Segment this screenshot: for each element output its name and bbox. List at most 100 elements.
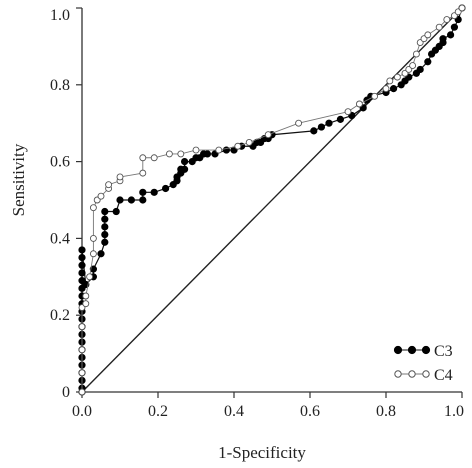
data-point-c3 — [390, 85, 398, 93]
data-point-c4 — [344, 108, 352, 116]
data-point-c4 — [89, 204, 97, 212]
data-point-c3 — [203, 150, 211, 158]
data-point-c3 — [112, 207, 120, 216]
data-point-c3 — [78, 246, 86, 254]
data-point-c4 — [89, 250, 97, 258]
data-point-c4 — [139, 169, 147, 177]
data-point-c3 — [116, 196, 124, 204]
data-point-c4 — [264, 131, 272, 139]
data-point-c3 — [181, 158, 189, 166]
data-point-c4 — [139, 154, 147, 162]
data-point-c3 — [150, 188, 158, 196]
data-point-c3 — [101, 207, 109, 216]
x-tick-label: 0.2 — [148, 403, 168, 420]
data-point-c4 — [192, 146, 200, 154]
x-tick-label: 0.8 — [376, 403, 396, 420]
x-axis-title: 1-Specificity — [218, 443, 306, 462]
data-point-c4 — [150, 154, 158, 162]
data-point-c3 — [439, 35, 447, 43]
legend-item-c3: C3 — [393, 343, 453, 360]
data-point-c4 — [435, 23, 443, 31]
y-tick-label: 0.2 — [50, 307, 70, 324]
y-tick-label: 0.4 — [50, 230, 70, 247]
data-point-c3 — [416, 65, 424, 74]
legend-item-c4: C4 — [394, 367, 453, 384]
x-tick-label: 0.0 — [72, 403, 92, 420]
legend-label-c3: C3 — [434, 343, 453, 360]
data-point-c3 — [336, 115, 345, 123]
data-point-c4 — [97, 192, 105, 200]
legend-marker-c4 — [408, 370, 416, 378]
data-point-c4 — [105, 181, 113, 189]
legend-marker-c3 — [393, 345, 403, 355]
data-point-c4 — [386, 77, 394, 85]
data-point-c4 — [393, 73, 401, 81]
data-point-c4 — [409, 62, 417, 70]
y-tick-label: 0.6 — [50, 154, 70, 171]
data-point-c3 — [101, 238, 109, 246]
y-tick-label: 1.0 — [50, 7, 70, 24]
data-point-c4 — [234, 142, 242, 150]
data-point-c3 — [101, 215, 109, 223]
data-point-c3 — [139, 196, 147, 204]
data-point-c4 — [78, 323, 86, 331]
data-point-c3 — [89, 265, 97, 273]
data-point-c3 — [127, 196, 135, 204]
reference-diagonal-line — [81, 7, 463, 393]
data-point-c3 — [325, 119, 333, 127]
data-point-c4 — [82, 300, 90, 308]
x-tick-label: 0.6 — [300, 403, 320, 420]
series-line-c4 — [81, 7, 463, 392]
data-point-c3 — [78, 269, 86, 277]
data-point-c4 — [82, 292, 90, 300]
series-c3 — [78, 4, 466, 396]
legend-marker-c4 — [394, 370, 402, 378]
series-c4 — [78, 4, 466, 396]
data-point-c3 — [97, 250, 105, 258]
data-point-c4 — [295, 119, 303, 127]
y-tick-label: 0.8 — [50, 77, 70, 94]
data-point-c4 — [78, 388, 86, 396]
data-point-c4 — [412, 50, 420, 58]
data-point-c4 — [89, 234, 97, 242]
data-point-c4 — [78, 346, 86, 354]
data-point-c3 — [139, 188, 147, 196]
data-point-c4 — [382, 85, 390, 93]
reference-layer — [81, 7, 463, 393]
data-point-c3 — [101, 223, 109, 231]
data-point-c4 — [177, 150, 185, 158]
data-point-c4 — [215, 146, 223, 154]
data-point-c4 — [458, 4, 466, 12]
y-tick-label: 0 — [62, 384, 70, 401]
data-point-c3 — [162, 184, 170, 193]
data-point-c4 — [355, 100, 363, 108]
data-point-c3 — [181, 165, 189, 173]
series-layer — [78, 4, 466, 396]
data-point-c3 — [317, 123, 326, 131]
data-point-c4 — [245, 138, 253, 146]
data-point-c4 — [86, 273, 94, 281]
legend-marker-c4 — [422, 370, 430, 378]
data-point-c4 — [116, 173, 124, 181]
data-point-c4 — [443, 16, 451, 23]
data-point-c3 — [447, 31, 455, 39]
legend-marker-c3 — [421, 345, 431, 355]
data-point-c4 — [424, 31, 432, 39]
y-axis-title: Sensitivity — [9, 143, 28, 216]
data-point-c3 — [78, 261, 86, 269]
data-point-c3 — [101, 230, 109, 239]
data-point-c3 — [424, 58, 432, 66]
data-point-c3 — [78, 254, 86, 262]
legend-marker-c3 — [407, 345, 417, 355]
data-point-c3 — [310, 127, 318, 135]
data-point-c4 — [78, 369, 86, 377]
data-point-c4 — [371, 92, 379, 100]
label-layer: 0.0 0.2 0.4 0.6 0.8 1.0 0 0.2 0.4 0.6 0.8 1.0 1-Spec… — [9, 7, 464, 462]
data-point-c4 — [165, 150, 173, 158]
x-tick-label: 1.0 — [444, 403, 464, 420]
x-tick-label: 0.4 — [224, 403, 244, 420]
data-point-c3 — [450, 23, 459, 31]
